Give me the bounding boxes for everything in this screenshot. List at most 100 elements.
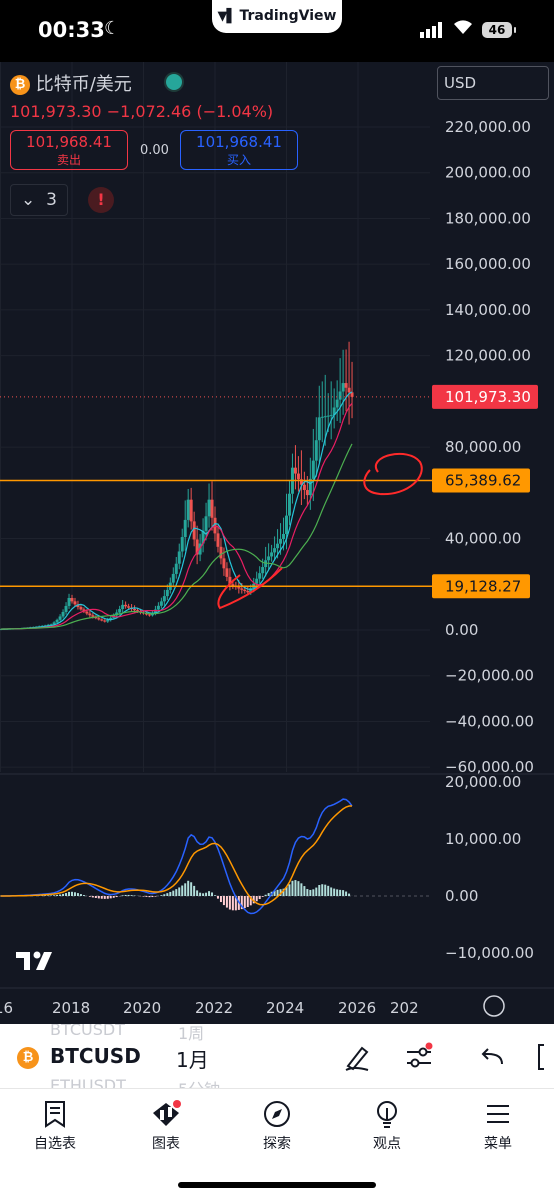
candle xyxy=(58,616,62,620)
chart-settings-icon[interactable] xyxy=(483,995,505,1017)
candle xyxy=(156,605,160,610)
sell-price: 101,968.41 xyxy=(26,133,112,151)
tab-label: 自选表 xyxy=(34,1136,76,1152)
tab-label: 菜单 xyxy=(484,1136,512,1152)
tab-label: 图表 xyxy=(152,1136,180,1152)
price-change-pct: (−1.04%) xyxy=(196,102,274,121)
candle xyxy=(219,546,223,559)
macd-signal-line xyxy=(0,805,352,906)
candle xyxy=(287,493,291,516)
indicator-settings-icon[interactable] xyxy=(404,1042,434,1072)
candle xyxy=(341,383,345,392)
candle xyxy=(147,614,151,616)
time-axis-label: 2022 xyxy=(195,999,233,1017)
candle xyxy=(201,530,205,544)
candle xyxy=(91,615,95,617)
alert-icon[interactable]: ! xyxy=(88,187,114,213)
candle xyxy=(296,473,300,480)
tradingview-pill[interactable]: ▼▌ TradingView xyxy=(212,0,342,33)
candle xyxy=(228,576,232,585)
candle xyxy=(124,604,128,607)
candle xyxy=(350,392,354,397)
last-price-tag-label: 101,973.30 xyxy=(445,388,531,406)
indicators-toggle[interactable]: ⌄ 3 xyxy=(10,184,68,216)
tab-chart[interactable]: 图表 xyxy=(126,1099,206,1153)
tab-explore[interactable]: 探索 xyxy=(237,1099,317,1153)
home-indicator xyxy=(178,1182,376,1188)
market-open-indicator xyxy=(166,74,182,90)
drawing-pen-icon[interactable] xyxy=(342,1042,372,1072)
bitcoin-icon: ₿ xyxy=(17,1047,39,1069)
candle xyxy=(323,416,327,418)
watchlist-icon xyxy=(45,1101,65,1128)
sell-button[interactable]: 101,968.41 卖出 xyxy=(10,130,128,170)
candle xyxy=(183,519,187,538)
candle xyxy=(246,591,250,593)
wifi-icon xyxy=(452,18,474,41)
chart-canvas[interactable]: 220,000.00 200,000.00 180,000.00 160,000.00… xyxy=(0,62,554,1024)
candle xyxy=(261,567,265,574)
candle xyxy=(88,613,92,616)
undo-icon[interactable] xyxy=(478,1042,508,1072)
lightbulb-icon xyxy=(377,1101,397,1128)
candle xyxy=(335,399,339,408)
last-price: 101,973.30 xyxy=(10,102,102,121)
candle xyxy=(61,611,65,617)
chart-area[interactable]: 220,000.00 200,000.00 180,000.00 160,000.00… xyxy=(0,62,554,1024)
symbol-bar: BTCUSDT 1周 ETHUSDT 5分钟 ₿ BTCUSD 1月 xyxy=(0,1024,554,1088)
time-axis-label: 2018 xyxy=(52,999,90,1017)
price-axis-label: 220,000.00 xyxy=(445,118,531,136)
candle xyxy=(225,568,229,577)
fullscreen-icon[interactable] xyxy=(536,1042,554,1072)
tab-watchlist[interactable]: 自选表 xyxy=(15,1099,95,1153)
ghost-interval-bottom: 5分钟 xyxy=(178,1076,220,1088)
candle xyxy=(222,558,226,569)
macd-axis-label: 0.00 xyxy=(445,887,478,905)
price-axis-label: −40,000.00 xyxy=(445,712,534,730)
symbol-header[interactable]: ₿ 比特币/美元 xyxy=(10,70,132,96)
candle xyxy=(302,484,306,491)
chevron-down-icon: ⌄ xyxy=(21,190,36,210)
price-axis-label: 180,000.00 xyxy=(445,209,531,227)
price-axis-label: −20,000.00 xyxy=(445,667,534,685)
candle xyxy=(282,533,286,539)
interval-selector[interactable]: 1月 xyxy=(176,1048,209,1072)
annotation-stroke xyxy=(217,567,283,610)
candle xyxy=(320,416,324,418)
candle xyxy=(216,533,220,547)
ma-fast-line xyxy=(0,391,353,630)
candle xyxy=(326,415,330,417)
macd-axis-label: 10,000.00 xyxy=(445,830,521,848)
candle xyxy=(100,619,104,621)
symbol-selector[interactable]: BTCUSD xyxy=(50,1044,141,1068)
candle xyxy=(127,606,131,608)
annotation-circle xyxy=(363,453,423,496)
tab-menu[interactable]: 菜单 xyxy=(458,1099,538,1153)
sell-label: 卖出 xyxy=(56,153,81,167)
candle xyxy=(314,440,318,461)
price-axis-label: 160,000.00 xyxy=(445,255,531,273)
tab-ideas[interactable]: 观点 xyxy=(347,1099,427,1153)
candle xyxy=(347,387,351,393)
candle xyxy=(73,601,77,605)
candle xyxy=(177,551,181,564)
tradingview-watermark-slash xyxy=(36,952,52,970)
candle xyxy=(186,499,190,520)
moon-icon: ☾ xyxy=(104,18,121,39)
currency-select[interactable]: USD xyxy=(437,66,549,100)
status-bar: 00:33 ☾ ▼▌ TradingView 46 xyxy=(0,0,554,62)
menu-icon xyxy=(487,1105,509,1123)
bitcoin-icon: ₿ xyxy=(10,75,30,95)
candle xyxy=(103,620,107,622)
ghost-interval-top: 1周 xyxy=(178,1024,205,1043)
candle xyxy=(308,478,312,496)
level-price-label: 19,128.27 xyxy=(445,577,521,595)
candle xyxy=(52,622,56,625)
candle xyxy=(109,617,113,620)
candle xyxy=(305,490,309,496)
candle xyxy=(273,548,277,553)
buy-button[interactable]: 101,968.41 买入 xyxy=(180,130,298,170)
price-axis-label: 80,000.00 xyxy=(445,438,521,456)
candle xyxy=(204,516,208,531)
candle xyxy=(299,479,303,485)
